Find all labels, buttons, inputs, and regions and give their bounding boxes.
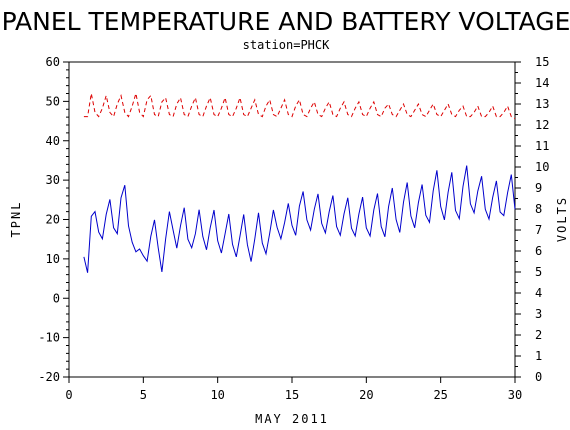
y-right-tick-label: 14 (535, 76, 549, 90)
y-right-tick-label: 13 (535, 97, 549, 111)
y-right-tick-label: 8 (535, 202, 542, 216)
y-right-tick-label: 10 (535, 160, 549, 174)
y-right-tick-label: 12 (535, 118, 549, 132)
y-axis-label-right: VOLTS (555, 196, 569, 242)
y-right-tick-label: 0 (535, 370, 542, 384)
y-right-tick-label: 4 (535, 286, 542, 300)
x-tick-label: 25 (433, 388, 447, 402)
chart-title: PANEL TEMPERATURE AND BATTERY VOLTAGE (2, 7, 570, 36)
y-left-tick-label: 50 (46, 94, 60, 108)
y-left-tick-label: 40 (46, 134, 60, 148)
y-left-tick-label: 0 (53, 291, 60, 305)
x-tick-label: 30 (508, 388, 522, 402)
x-tick-label: 10 (210, 388, 224, 402)
y-left-tick-label: 10 (46, 252, 60, 266)
temperature-series-line (83, 165, 516, 273)
x-tick-label: 5 (140, 388, 147, 402)
y-right-tick-label: 3 (535, 307, 542, 321)
y-right-tick-label: 9 (535, 181, 542, 195)
y-left-tick-label: -10 (38, 331, 60, 345)
chart-subtitle: station=PHCK (243, 38, 330, 52)
x-axis: 0 5 10 15 20 25 30 (65, 377, 522, 402)
plot-series (83, 93, 516, 273)
y-left-tick-label: 60 (46, 55, 60, 69)
x-tick-label: 20 (359, 388, 373, 402)
y-right-tick-label: 5 (535, 265, 542, 279)
x-tick-label: 15 (285, 388, 299, 402)
y-axis-label-left: TPNL (9, 201, 23, 238)
y-right-tick-label: 7 (535, 223, 542, 237)
x-axis-label: MAY 2011 (255, 412, 329, 426)
y-right-tick-label: 15 (535, 55, 549, 69)
y-right-tick-label: 1 (535, 349, 542, 363)
y-right-tick-label: 2 (535, 328, 542, 342)
y-left-tick-label: 20 (46, 213, 60, 227)
voltage-series-line (83, 93, 516, 120)
y-right-tick-label: 6 (535, 244, 542, 258)
y-right-tick-label: 11 (535, 139, 549, 153)
x-tick-label: 0 (65, 388, 72, 402)
y-axis-left: -20 -10 0 10 20 30 40 50 60 (38, 55, 69, 384)
y-left-tick-label: -20 (38, 370, 60, 384)
plot-frame (68, 61, 516, 378)
y-left-tick-label: 30 (46, 173, 60, 187)
